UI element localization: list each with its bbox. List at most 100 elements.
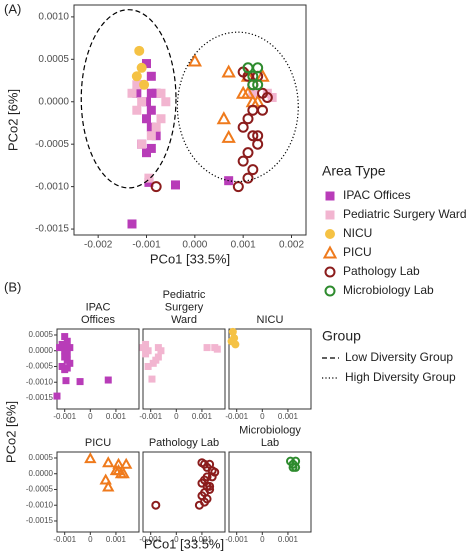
point	[242, 147, 254, 159]
facet-title: Microbiology	[239, 424, 301, 436]
y-tick-label: -0.0010	[35, 181, 69, 192]
x-axis-title: PCo1 [33.5%]	[150, 251, 230, 266]
point	[146, 122, 156, 132]
panel-label: (B)	[4, 279, 21, 294]
point	[157, 347, 165, 355]
point	[213, 345, 221, 353]
facet-frame	[228, 451, 312, 533]
point	[207, 472, 217, 482]
group-ellipse	[80, 9, 177, 189]
y-tick-label: -0.0005	[35, 139, 69, 150]
point	[142, 97, 151, 107]
point	[53, 392, 61, 400]
point	[151, 131, 161, 141]
point	[250, 94, 265, 108]
legend-label: PICU	[343, 245, 372, 259]
y-tick-label: -0.0015	[26, 516, 54, 525]
x-tick-label: -0.001	[53, 535, 76, 544]
legend-label: Microbiology Lab	[343, 283, 434, 297]
point	[291, 462, 301, 472]
point	[187, 53, 203, 67]
x-tick-label: 0	[174, 412, 179, 421]
point	[237, 155, 249, 167]
point	[231, 340, 240, 349]
y-tick-label: 0.0000	[38, 96, 69, 107]
point	[255, 68, 270, 82]
y-axis-title: PCo2 [6%]	[3, 401, 18, 463]
y-tick-label: 0.0010	[38, 12, 69, 23]
x-tick-label: 0.001	[192, 535, 213, 544]
facet-frame	[228, 328, 312, 410]
x-tick-label: 0.001	[231, 240, 256, 251]
legend-label: Pathology Lab	[343, 264, 420, 278]
point	[146, 131, 156, 141]
point	[146, 71, 156, 81]
point	[221, 129, 236, 143]
point	[142, 59, 151, 69]
y-tick-label: 0.0005	[38, 54, 69, 65]
facet-title: IPAC	[86, 301, 111, 313]
x-axis-title: PCo1 [33.5%]	[144, 536, 224, 551]
y-tick-label: 0.0005	[29, 330, 54, 339]
point	[257, 104, 268, 116]
point	[149, 359, 157, 367]
y-tick-label: -0.0005	[26, 362, 54, 371]
point	[146, 105, 156, 115]
x-tick-label: 0.001	[192, 412, 213, 421]
legend-label: High Diversity Group	[345, 370, 456, 384]
point	[148, 375, 156, 383]
point	[127, 88, 137, 98]
facet-title: Ward	[171, 314, 197, 326]
point	[66, 359, 74, 367]
point	[142, 148, 151, 158]
point	[102, 480, 115, 492]
x-tick-label: 0.001	[278, 535, 299, 544]
legend-marker	[325, 191, 335, 201]
x-tick-label: 0.001	[106, 535, 127, 544]
legend-marker	[324, 285, 336, 297]
point	[242, 113, 254, 125]
point	[142, 114, 151, 124]
point	[150, 181, 162, 193]
point	[235, 85, 251, 99]
panel-label: (A)	[4, 1, 21, 16]
point	[237, 121, 249, 133]
x-tick-label: 0	[88, 412, 93, 421]
group-ellipse	[176, 31, 299, 183]
point	[156, 114, 166, 124]
x-tick-label: 0	[260, 412, 265, 421]
x-tick-label: 0	[174, 535, 179, 544]
facet-frame	[56, 328, 140, 410]
legend-marker	[325, 229, 335, 239]
point	[216, 111, 232, 125]
legend-label: Pediatric Surgery Ward	[343, 207, 467, 221]
y-tick-label: 0.0005	[29, 453, 54, 462]
facet-frame	[142, 328, 226, 410]
y-tick-label: -0.0015	[35, 224, 69, 235]
point	[119, 457, 133, 469]
y-axis-title: PCo2 [6%]	[5, 89, 20, 151]
legend-title: Area Type	[322, 163, 386, 179]
facet-title: NICU	[257, 314, 284, 326]
y-tick-label: -0.0010	[26, 377, 54, 386]
point	[58, 362, 66, 370]
point	[232, 181, 244, 193]
plot-frame	[73, 4, 307, 236]
y-tick-label: -0.0010	[26, 500, 54, 509]
legend-marker	[324, 266, 336, 278]
legend-label: IPAC Offices	[343, 188, 411, 202]
x-tick-label: 0.001	[106, 412, 127, 421]
point	[144, 362, 152, 370]
facet-title: Lab	[261, 437, 279, 449]
point	[151, 122, 161, 132]
legend-marker	[325, 210, 335, 220]
point	[228, 327, 237, 336]
point	[247, 79, 259, 91]
point	[146, 143, 156, 153]
point	[139, 344, 147, 352]
point	[205, 481, 215, 491]
x-tick-label: -0.001	[53, 412, 76, 421]
point	[142, 350, 150, 358]
y-tick-label: 0.0000	[29, 469, 54, 478]
point	[109, 464, 123, 476]
